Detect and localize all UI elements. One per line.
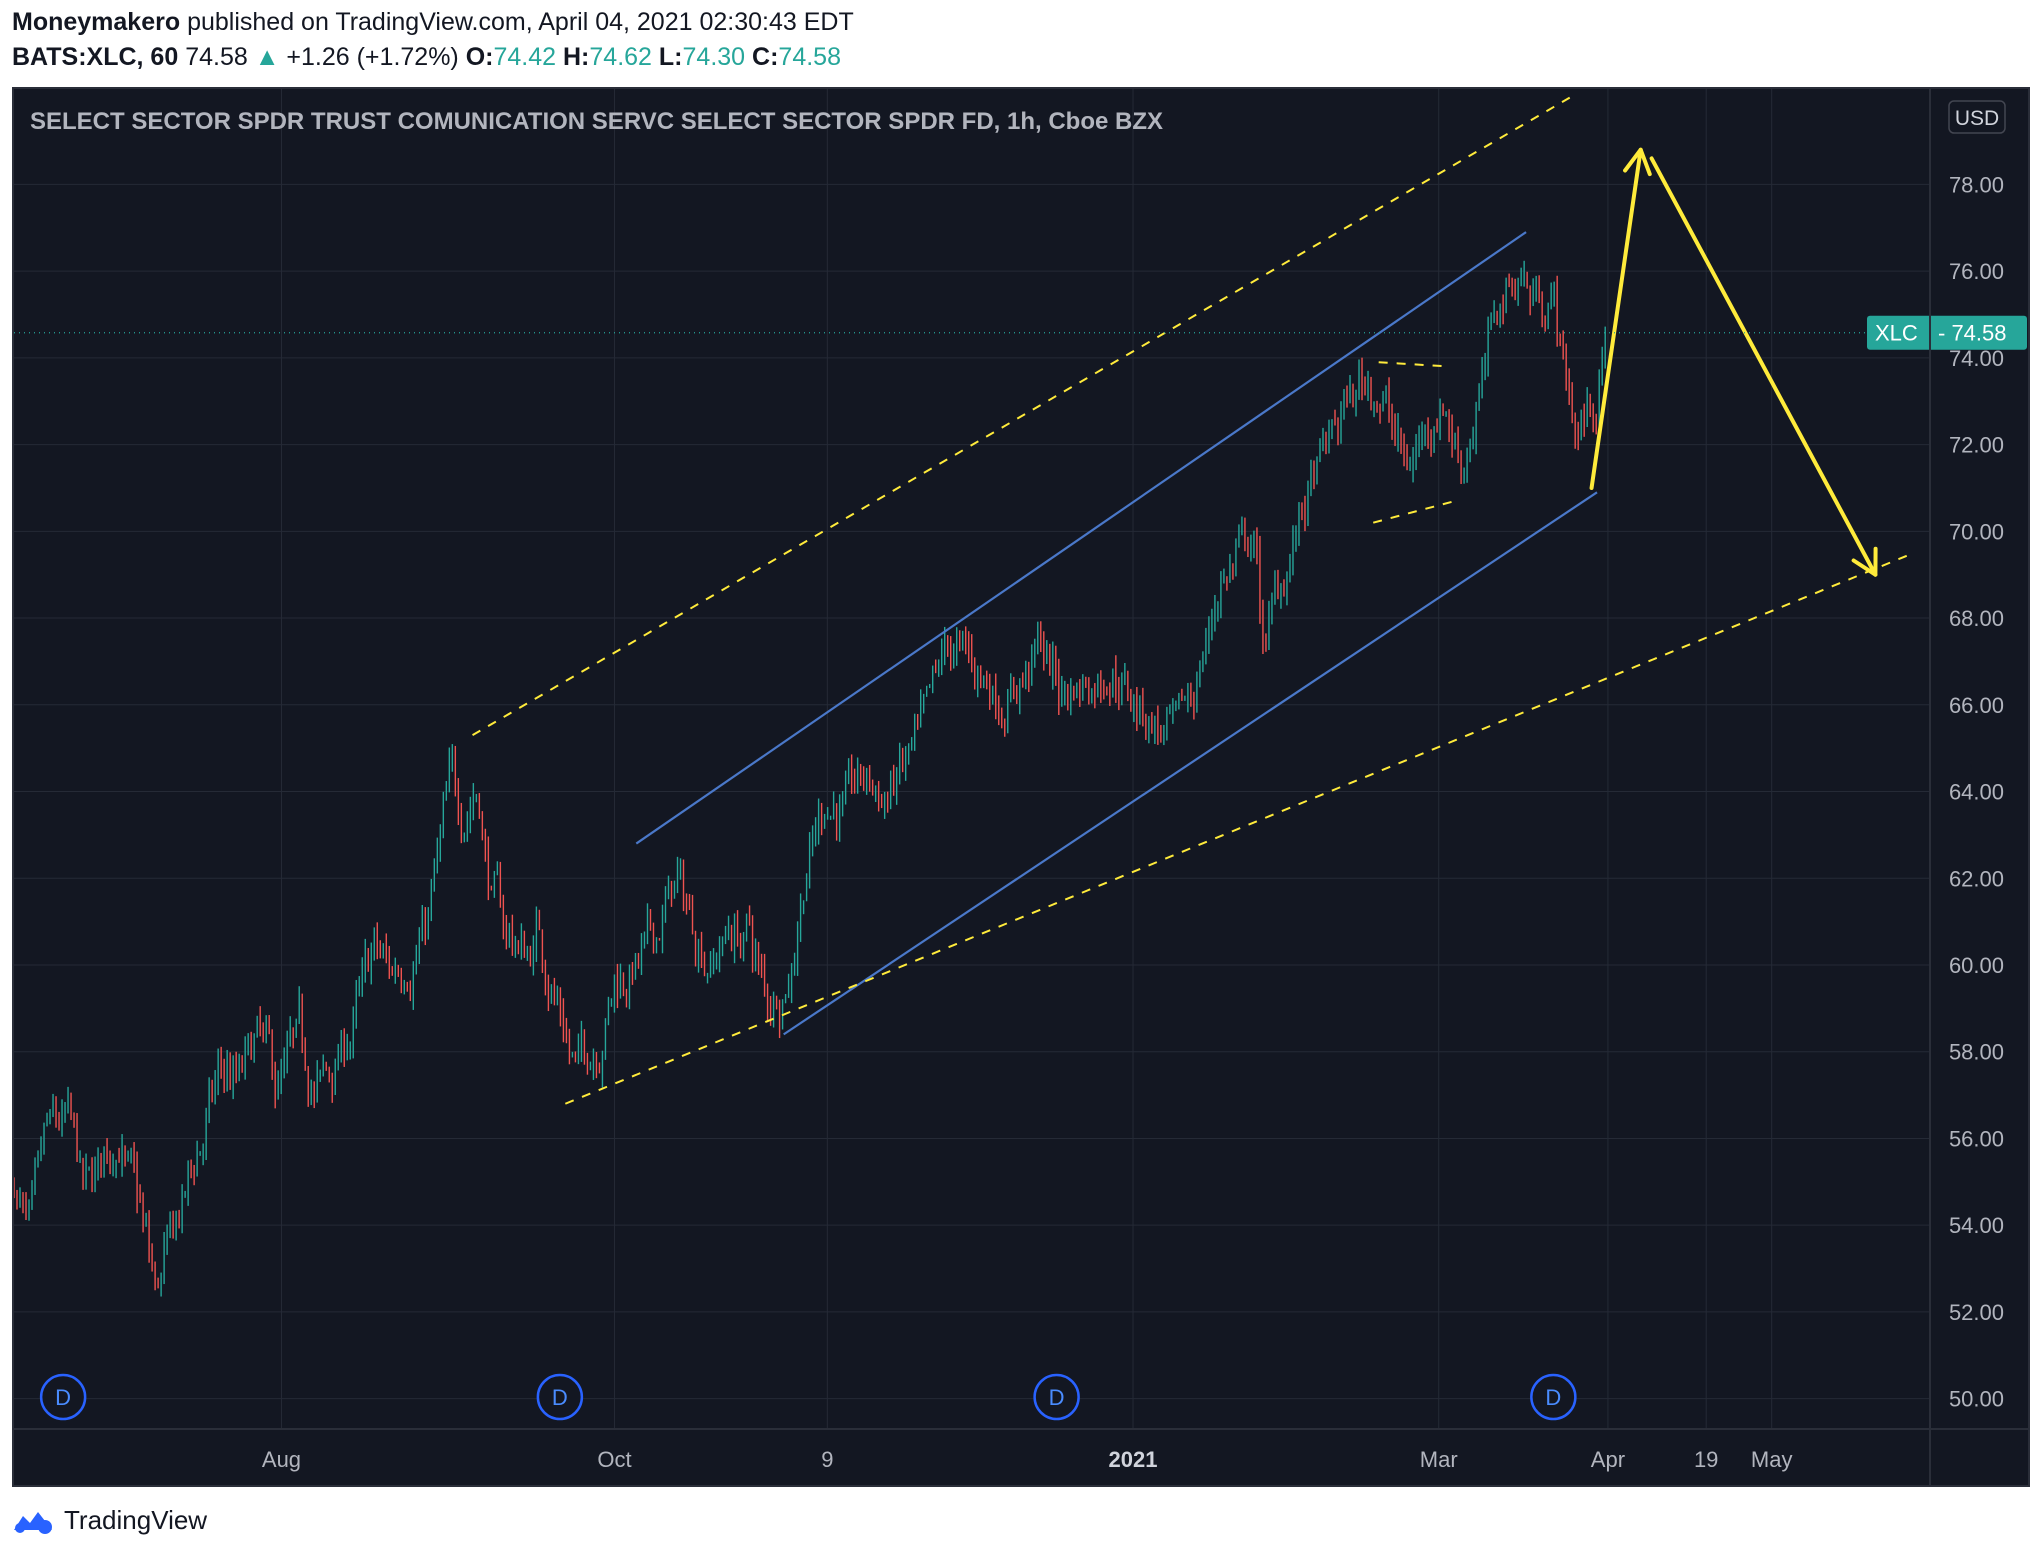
x-tick-label[interactable]: Oct: [597, 1447, 631, 1472]
close-value: 74.58: [778, 43, 841, 71]
tradingview-brand[interactable]: TradingView: [64, 1505, 208, 1535]
y-tick-label[interactable]: 78.00: [1949, 172, 2004, 197]
drawings[interactable]: [14, 96, 1930, 1105]
price-label-box: [1867, 315, 2027, 350]
author-name[interactable]: Moneymakero: [12, 8, 181, 36]
x-tick-label[interactable]: May: [1751, 1447, 1793, 1472]
currency-label[interactable]: USD: [1955, 107, 1999, 130]
y-tick-label[interactable]: 50.00: [1949, 1387, 2004, 1412]
chart-title: SELECT SECTOR SPDR TRUST COMUNICATION SE…: [30, 108, 1163, 135]
channel-lower-line[interactable]: [783, 491, 1598, 1036]
y-tick-label[interactable]: 58.00: [1949, 1040, 2004, 1065]
y-tick-label[interactable]: 62.00: [1949, 866, 2004, 891]
currency-button-frame[interactable]: [1948, 100, 2006, 134]
y-tick-label[interactable]: 74.00: [1949, 346, 2004, 371]
x-tick-label[interactable]: Mar: [1420, 1447, 1458, 1472]
dividend-label[interactable]: D: [1049, 1385, 1065, 1410]
y-tick-label[interactable]: 64.00: [1949, 780, 2004, 805]
low-label: L:: [658, 43, 683, 71]
channel-upper-line[interactable]: [635, 231, 1527, 845]
y-tick-label[interactable]: 66.00: [1949, 693, 2004, 718]
price-label-symbol: XLC: [1875, 321, 1918, 346]
arrow-down[interactable]: [1649, 156, 1878, 577]
arrow-down-head[interactable]: [1851, 546, 1878, 577]
x-tick-label[interactable]: Aug: [262, 1447, 301, 1472]
arrow-up-head[interactable]: [1623, 147, 1652, 177]
price-chart[interactable]: D D D D XLC - 74.58 50.00 52.00 54.00 56.00 58.00…: [14, 89, 2028, 1485]
y-tick-label[interactable]: 54.00: [1949, 1213, 2004, 1238]
up-arrow-icon: ▲: [254, 43, 280, 71]
grid: [14, 89, 1930, 1429]
open-label: O:: [465, 43, 494, 71]
wedge-top-line[interactable]: [1378, 361, 1450, 368]
high-label: H:: [563, 43, 590, 71]
candles: [14, 260, 1606, 1297]
wedge-bottom-line[interactable]: [1372, 500, 1456, 524]
price-change: +1.26 (+1.72%): [286, 43, 459, 71]
x-tick-label[interactable]: 9: [821, 1447, 833, 1472]
x-tick-label[interactable]: 19: [1694, 1447, 1718, 1472]
arrow-up[interactable]: [1589, 147, 1643, 490]
high-value: 74.62: [589, 43, 652, 71]
low-value: 74.30: [682, 43, 746, 71]
y-tick-label[interactable]: 72.00: [1949, 433, 2004, 458]
x-tick-label[interactable]: Apr: [1591, 1447, 1625, 1472]
y-tick-label[interactable]: 52.00: [1949, 1300, 2004, 1325]
y-tick-label[interactable]: 76.00: [1949, 259, 2004, 284]
dashed-upper-trendline[interactable]: [472, 96, 1571, 737]
chart-frame[interactable]: D D D D XLC - 74.58 50.00 52.00 54.00 56.00 58.00…: [12, 87, 2030, 1487]
last-price: 74.58: [185, 43, 248, 71]
dividend-marker[interactable]: [1530, 1373, 1577, 1421]
price-label-value: - 74.58: [1938, 321, 2007, 346]
x-tick-label[interactable]: 2021: [1109, 1447, 1158, 1472]
dividend-marker[interactable]: [1033, 1373, 1080, 1421]
dividend-label[interactable]: D: [1545, 1385, 1561, 1410]
close-label: C:: [752, 43, 779, 71]
publish-info: Moneymakero published on TradingView.com…: [12, 8, 854, 37]
currency-button[interactable]: USD: [1948, 100, 2006, 134]
dividend-label[interactable]: D: [552, 1385, 568, 1410]
publish-text: published on TradingView.com, April 04, …: [187, 8, 854, 36]
tradingview-logo-icon: [14, 1511, 52, 1534]
y-tick-label[interactable]: 68.00: [1949, 606, 2004, 631]
dashed-lower-trendline[interactable]: [564, 552, 1915, 1105]
axes[interactable]: XLC - 74.58 50.00 52.00 54.00 56.00 58.00 60.00…: [14, 89, 2028, 1485]
chart-background: [14, 89, 2028, 1485]
y-tick-label[interactable]: 56.00: [1949, 1126, 2004, 1151]
dividend-marker[interactable]: [39, 1373, 87, 1421]
y-tick-label[interactable]: 60.00: [1949, 953, 2004, 978]
dividend-marker[interactable]: [536, 1373, 584, 1421]
dividend-label[interactable]: D: [55, 1385, 71, 1410]
y-tick-label[interactable]: 70.00: [1949, 519, 2004, 544]
open-value: 74.42: [493, 43, 557, 71]
footer-branding[interactable]: TradingView: [12, 1505, 207, 1536]
symbol-name[interactable]: BATS:XLC, 60: [12, 43, 179, 71]
symbol-legend: BATS:XLC, 60 74.58 ▲ +1.26 (+1.72%) O:74…: [12, 43, 841, 72]
